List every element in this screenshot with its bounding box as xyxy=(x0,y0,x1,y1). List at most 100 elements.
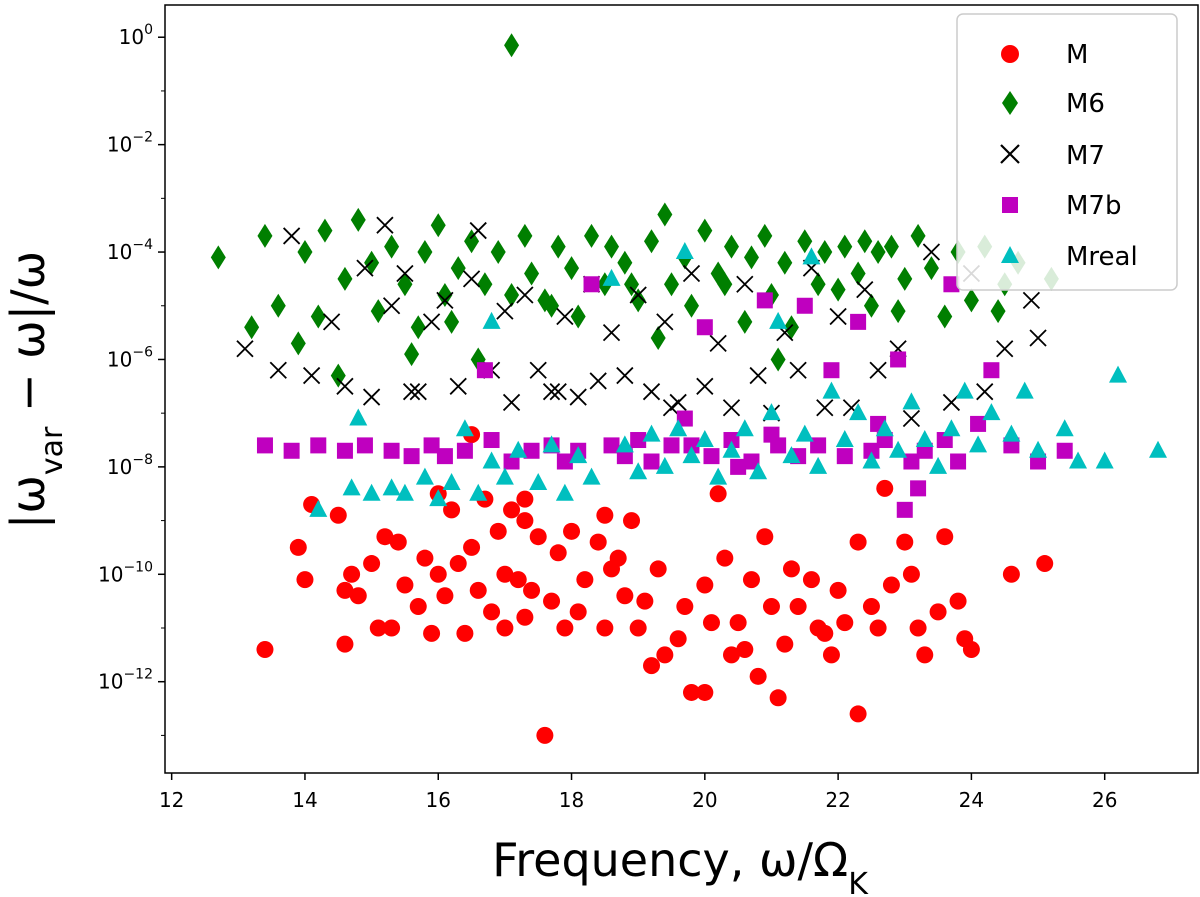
legend-marker-m7 xyxy=(1000,144,1020,164)
point-mreal-50 xyxy=(1002,424,1021,442)
point-m7b-24 xyxy=(696,319,713,336)
point-m-68 xyxy=(749,667,767,685)
point-mreal-23 xyxy=(655,456,674,474)
x-tick-label-16: 16 xyxy=(426,788,451,812)
point-m7-7 xyxy=(362,388,381,406)
point-m6-21 xyxy=(450,256,466,281)
point-m6-63 xyxy=(937,304,953,329)
point-m6-71 xyxy=(544,293,560,318)
legend-marker-m xyxy=(1001,45,1019,63)
point-m6-44 xyxy=(723,234,739,259)
point-m7b-54 xyxy=(730,458,747,475)
point-m-80 xyxy=(836,614,854,632)
point-m7b-52 xyxy=(683,437,700,454)
point-m6-55 xyxy=(837,234,853,259)
point-m-11 xyxy=(376,528,394,546)
point-m-64 xyxy=(722,646,740,664)
point-m-51 xyxy=(629,619,647,637)
point-m-99 xyxy=(603,560,621,578)
point-m7b-10 xyxy=(476,362,493,379)
point-m-44 xyxy=(576,571,594,589)
y-tick-label--6: 10−6 xyxy=(107,344,153,371)
point-m7-58 xyxy=(549,383,567,401)
point-m7-9 xyxy=(382,297,401,315)
point-m6-65 xyxy=(963,288,979,313)
y-axis-label: |ωvar − ω|/ω xyxy=(1,251,70,529)
point-m-31 xyxy=(496,619,514,637)
point-m-98 xyxy=(516,490,534,508)
point-m6-18 xyxy=(430,213,446,238)
point-m7-46 xyxy=(856,281,874,299)
point-m-52 xyxy=(636,592,654,610)
point-mreal-43 xyxy=(902,392,921,410)
point-m7-20 xyxy=(516,286,534,304)
point-mreal-22 xyxy=(642,424,661,442)
point-m6-61 xyxy=(910,223,926,248)
point-m7-30 xyxy=(642,383,661,401)
point-m6-20 xyxy=(444,309,460,334)
point-mreal-3 xyxy=(362,483,381,501)
point-m6-78 xyxy=(857,229,873,254)
point-m-42 xyxy=(563,522,581,540)
point-mreal-40 xyxy=(862,451,881,469)
point-mreal-51 xyxy=(1015,381,1034,399)
point-m7b-34 xyxy=(836,448,853,465)
point-m-83 xyxy=(862,598,880,616)
point-m6-42 xyxy=(697,218,713,243)
point-m6-22 xyxy=(464,229,480,254)
point-m7-8 xyxy=(376,216,394,234)
point-m6-59 xyxy=(883,234,899,259)
point-m7-53 xyxy=(976,383,994,401)
legend-marker-m7b xyxy=(1002,197,1018,213)
point-m-34 xyxy=(516,512,534,530)
point-m6-3 xyxy=(257,223,273,248)
legend-marker-m6 xyxy=(1002,91,1018,115)
point-m7b-1 xyxy=(283,442,300,459)
point-m7b-32 xyxy=(810,437,827,454)
point-m6-4 xyxy=(270,293,286,318)
point-mreal-41 xyxy=(875,419,894,437)
point-mreal-11 xyxy=(482,451,501,469)
point-m-37 xyxy=(529,528,547,546)
point-mreal-20 xyxy=(615,435,634,453)
point-m-17 xyxy=(423,624,441,642)
point-m7b-23 xyxy=(676,410,693,427)
point-m6-46 xyxy=(743,245,759,270)
point-m7b-53 xyxy=(896,501,913,518)
point-m6-79 xyxy=(990,299,1006,324)
point-m7b-25 xyxy=(703,448,720,465)
y-tick-label--2: 10−2 xyxy=(107,130,153,157)
point-m-92 xyxy=(936,528,954,546)
point-m6-13 xyxy=(370,299,386,324)
legend-label-m7: M7 xyxy=(1066,141,1105,171)
point-m-20 xyxy=(436,587,454,605)
point-mreal-26 xyxy=(682,446,701,464)
point-m6-52 xyxy=(810,272,826,297)
x-tick-label-20: 20 xyxy=(692,788,717,812)
point-m-24 xyxy=(463,538,481,556)
point-m-0 xyxy=(256,640,274,658)
point-m-87 xyxy=(896,533,914,551)
point-mreal-45 xyxy=(929,456,948,474)
point-m-33 xyxy=(509,571,527,589)
point-m-12 xyxy=(383,619,401,637)
point-mreal-18 xyxy=(582,467,601,485)
point-m6-19 xyxy=(437,283,453,308)
point-m-78 xyxy=(822,646,840,664)
point-m6-37 xyxy=(644,229,660,254)
y-tick-label--10: 10−10 xyxy=(98,559,153,586)
point-mreal-27 xyxy=(695,430,714,448)
point-mreal-34 xyxy=(782,446,801,464)
point-m6-5 xyxy=(290,331,306,356)
point-m-30 xyxy=(496,565,514,583)
point-mreal-10 xyxy=(469,483,488,501)
point-m6-16 xyxy=(410,315,426,340)
point-m7b-44 xyxy=(970,415,987,432)
point-mreal-2 xyxy=(349,408,368,426)
point-mreal-57 xyxy=(1149,440,1168,458)
point-mreal-32 xyxy=(762,403,781,421)
legend: M M6 M7 M7b Mreal xyxy=(956,13,1178,291)
point-mreal-4 xyxy=(382,478,401,496)
point-m7-35 xyxy=(709,334,727,352)
point-m7b-9 xyxy=(456,442,473,459)
